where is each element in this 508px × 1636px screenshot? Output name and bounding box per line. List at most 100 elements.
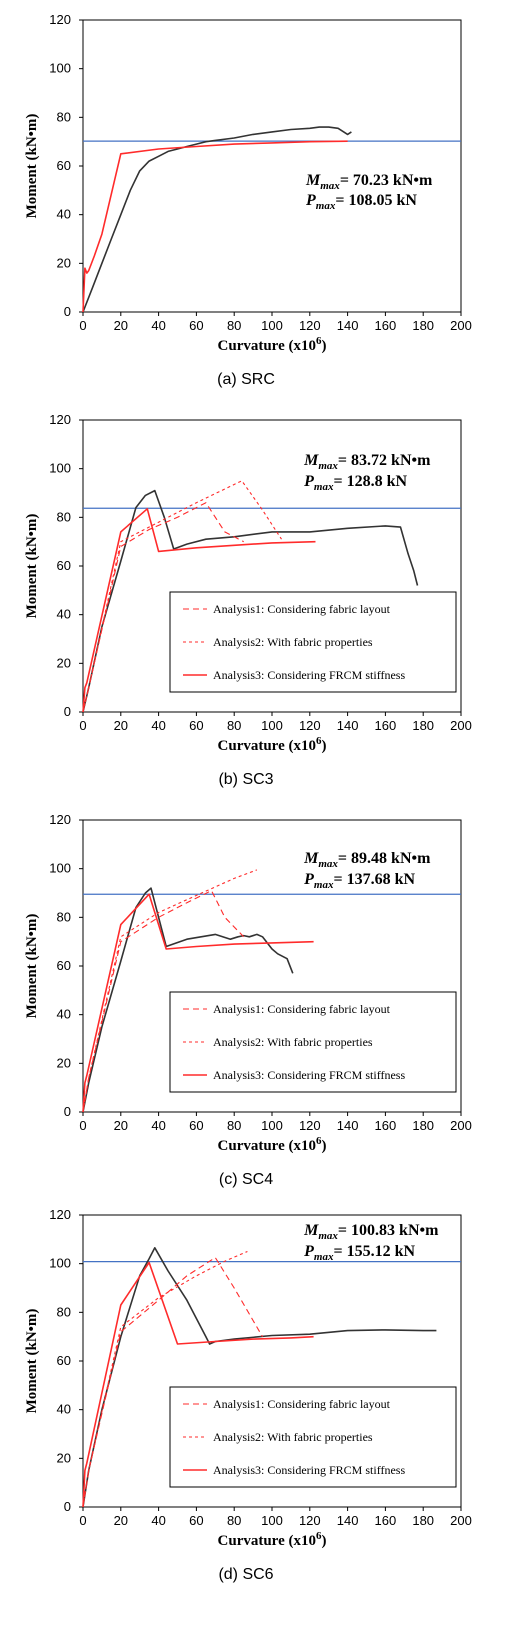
y-tick-label: 60 xyxy=(57,1353,71,1368)
mmax-symbol: M xyxy=(303,452,319,469)
y-tick-label: 100 xyxy=(49,1256,71,1271)
x-tick-label: 180 xyxy=(412,718,434,733)
chart-panel-3: 0 20 40 60 80 100 120 140 160 180 200 0 20 40 60 80 100 1… xyxy=(24,812,472,1188)
series-line-experiment xyxy=(82,887,294,1113)
x-tick-label: 120 xyxy=(299,1118,321,1133)
series-line-experiment xyxy=(82,126,352,313)
legend-label-analysis3: Analysis3: Considering FRCM stiffness xyxy=(213,1068,405,1082)
x-axis-title-end: ) xyxy=(321,738,326,754)
x-axis-title-text: Curvature (x10 xyxy=(218,1138,316,1154)
x-tick-label: 160 xyxy=(375,318,397,333)
x-tick-label: 80 xyxy=(227,718,241,733)
mmax-subscript: max xyxy=(318,1230,338,1242)
legend-box xyxy=(169,1386,457,1488)
y-tick-label: 100 xyxy=(49,861,71,876)
x-tick-label: 40 xyxy=(151,1118,165,1133)
chart-panel-1: 0 20 40 60 80 100 120 140 160 180 200 0 20 40 60 80 100 1… xyxy=(24,12,472,388)
x-tick-label: 180 xyxy=(412,1513,434,1528)
x-axis-title-end: ) xyxy=(321,1138,326,1154)
x-tick-label: 80 xyxy=(227,318,241,333)
y-tick-label: 20 xyxy=(57,655,71,670)
x-tick-label: 80 xyxy=(227,1513,241,1528)
pmax-subscript: max xyxy=(314,1251,334,1263)
y-tick-label: 20 xyxy=(57,1055,71,1070)
y-tick-label: 120 xyxy=(49,812,71,827)
plot-area xyxy=(82,19,462,313)
x-tick-label: 100 xyxy=(261,718,283,733)
mmax-value: = 83.72 kN•m xyxy=(338,452,431,469)
series-line-analysis2 xyxy=(82,1250,248,1508)
y-axis-title: Moment (kN•m) xyxy=(24,914,40,1019)
y-tick-label: 120 xyxy=(49,1207,71,1222)
pmax-annotation: Pmax= 137.68 kN xyxy=(303,871,415,891)
x-tick-label: 140 xyxy=(337,1513,359,1528)
y-tick-label: 80 xyxy=(57,1304,71,1319)
legend-label-analysis2: Analysis2: With fabric properties xyxy=(213,635,373,649)
x-tick-label: 120 xyxy=(299,718,321,733)
pmax-annotation: Pmax= 128.8 kN xyxy=(303,473,407,493)
panel-caption: (d) SC6 xyxy=(218,1566,273,1583)
panel-caption: (c) SC4 xyxy=(219,1171,273,1188)
pmax-subscript: max xyxy=(314,481,334,493)
y-tick-label: 60 xyxy=(57,958,71,973)
legend-label-analysis1: Analysis1: Considering fabric layout xyxy=(213,1002,391,1016)
legend-label-analysis1: Analysis1: Considering fabric layout xyxy=(213,1397,391,1411)
panel-caption: (a) SRC xyxy=(217,371,275,388)
y-tick-label: 0 xyxy=(64,1499,71,1514)
y-tick-label: 0 xyxy=(64,704,71,719)
x-tick-label: 40 xyxy=(151,318,165,333)
y-tick-label: 40 xyxy=(57,1402,71,1417)
pmax-value: = 108.05 kN xyxy=(335,192,417,209)
mmax-symbol: M xyxy=(303,850,319,867)
y-tick-label: 60 xyxy=(57,158,71,173)
x-axis-title-end: ) xyxy=(321,1533,326,1549)
mmax-subscript: max xyxy=(318,858,338,870)
pmax-value: = 137.68 kN xyxy=(333,871,415,888)
y-tick-label: 80 xyxy=(57,509,71,524)
mmax-value: = 100.83 kN•m xyxy=(338,1222,439,1239)
y-axis-title: Moment (kN•m) xyxy=(24,1309,40,1414)
chart-panel-2: 0 20 40 60 80 100 120 140 160 180 200 0 20 40 60 80 100 1… xyxy=(24,412,472,788)
x-axis-title-text: Curvature (x10 xyxy=(218,738,316,754)
x-tick-label: 0 xyxy=(79,318,86,333)
legend-label-analysis2: Analysis2: With fabric properties xyxy=(213,1430,373,1444)
series-line-experiment xyxy=(82,489,419,713)
series-line-experiment xyxy=(82,1247,437,1508)
x-tick-label: 200 xyxy=(450,318,472,333)
series-line-analysis3 xyxy=(82,1261,314,1508)
x-tick-label: 160 xyxy=(375,1513,397,1528)
x-tick-label: 60 xyxy=(189,718,203,733)
x-axis-title-superscript: 6 xyxy=(316,735,322,747)
mmax-annotation: Mmax= 83.72 kN•m xyxy=(303,452,431,472)
x-axis-title-text: Curvature (x10 xyxy=(218,1533,316,1549)
legend-label-analysis3: Analysis3: Considering FRCM stiffness xyxy=(213,668,405,682)
x-axis-title-end: ) xyxy=(321,338,326,354)
legend-box xyxy=(169,591,457,693)
x-axis-title: Curvature (x106) xyxy=(218,335,327,354)
x-tick-label: 20 xyxy=(114,318,128,333)
pmax-symbol: P xyxy=(303,871,314,888)
y-tick-label: 120 xyxy=(49,12,71,27)
y-tick-label: 40 xyxy=(57,607,71,622)
y-tick-label: 100 xyxy=(49,61,71,76)
pmax-value: = 155.12 kN xyxy=(333,1243,415,1260)
pmax-subscript: max xyxy=(314,879,334,891)
series-line-analysis2 xyxy=(82,869,258,1113)
y-tick-label: 80 xyxy=(57,909,71,924)
x-tick-label: 40 xyxy=(151,1513,165,1528)
x-tick-label: 160 xyxy=(375,1118,397,1133)
x-tick-label: 40 xyxy=(151,718,165,733)
pmax-annotation: Pmax= 108.05 kN xyxy=(305,192,417,212)
y-tick-label: 0 xyxy=(64,1104,71,1119)
legend-box xyxy=(169,991,457,1093)
y-tick-label: 120 xyxy=(49,412,71,427)
x-tick-label: 180 xyxy=(412,1118,434,1133)
x-tick-label: 140 xyxy=(337,318,359,333)
x-tick-label: 100 xyxy=(261,1118,283,1133)
x-tick-label: 100 xyxy=(261,1513,283,1528)
x-tick-label: 0 xyxy=(79,1118,86,1133)
mmax-annotation: Mmax= 89.48 kN•m xyxy=(303,850,431,870)
y-axis-title: Moment (kN•m) xyxy=(24,114,40,219)
x-tick-label: 120 xyxy=(299,318,321,333)
